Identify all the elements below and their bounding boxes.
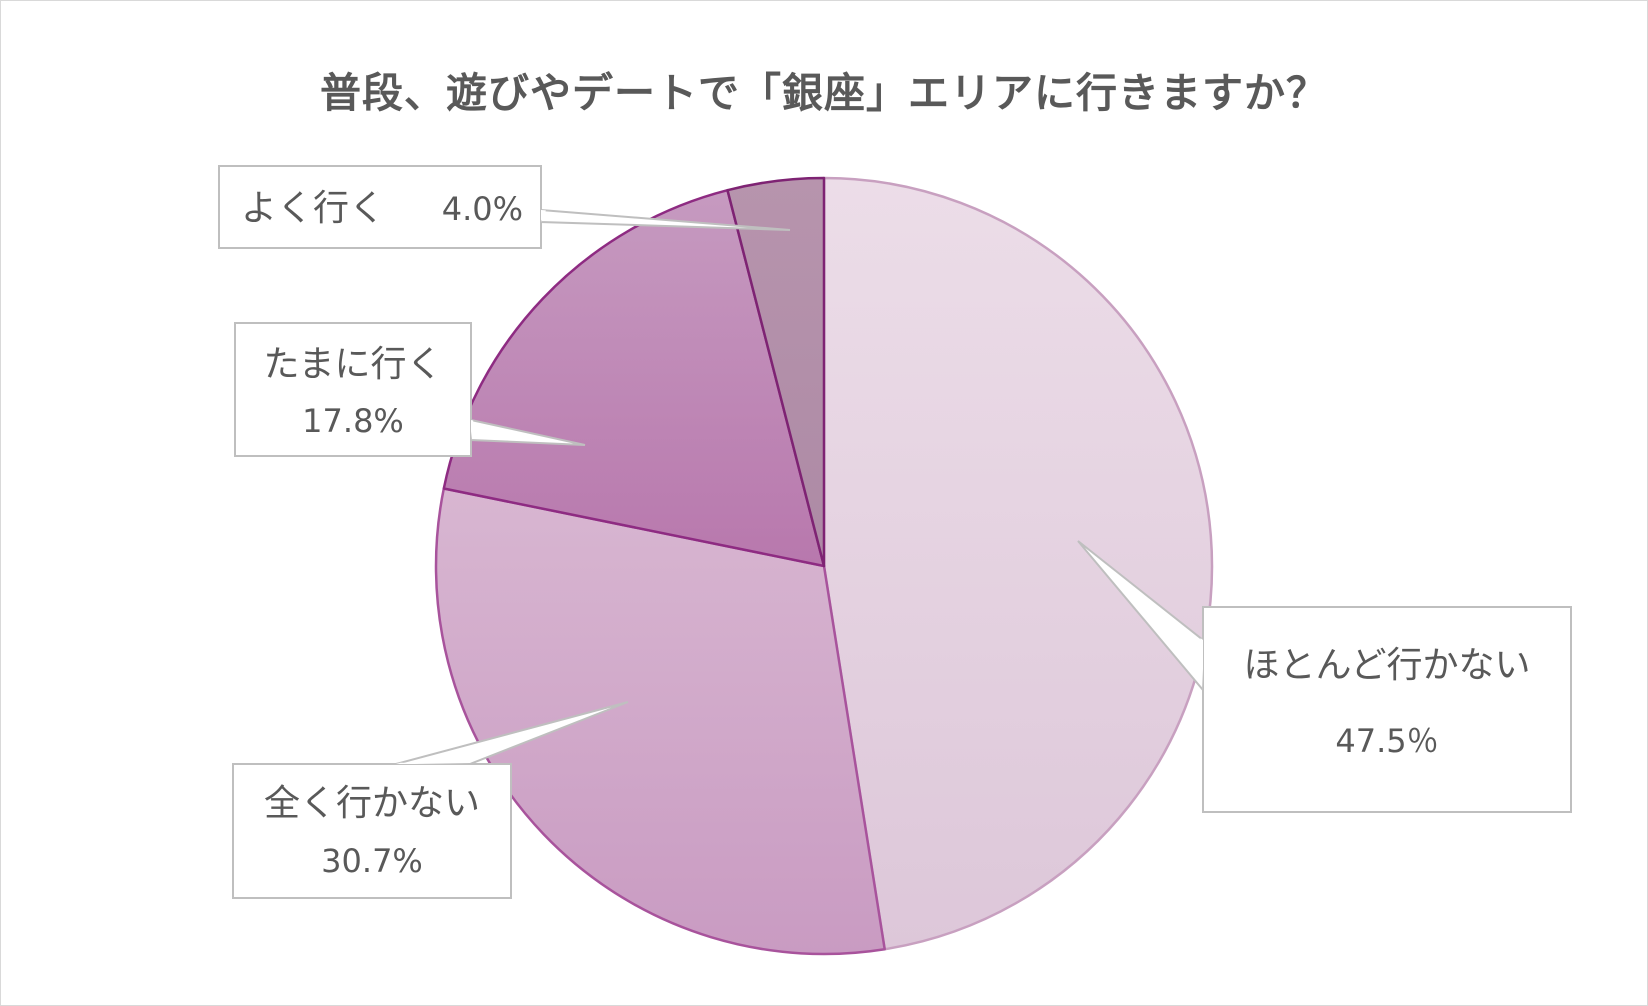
callout-box (234, 322, 472, 457)
callout-box (232, 763, 512, 899)
pie-slice-2 (434, 487, 886, 956)
callout-label-4: よく行く 4.0% (218, 165, 791, 249)
slice-value-label: 30.7% (321, 842, 423, 880)
slice-value-label: 47.5％ (1335, 722, 1438, 760)
callout-label-2: 全く行かない 30.7% (232, 701, 629, 899)
callout-label-1: ほとんど行かない 47.5％ (1077, 540, 1572, 813)
slice-value-label: 17.8% (302, 402, 404, 440)
callout-box (218, 165, 542, 249)
slice-label: ほとんど行かない (1244, 645, 1531, 686)
callout-label-3: たまに行く 17.8% (234, 322, 586, 457)
slice-label: 全く行かない (264, 783, 480, 824)
pie-slice-4 (726, 176, 826, 568)
chart-title: 普段、遊びやデートで「銀座」エリアに行きますか？ (320, 69, 1328, 117)
callout-box (1202, 606, 1572, 813)
pie-slice-1 (822, 176, 1214, 951)
slice-label: よく行く (241, 188, 385, 229)
slice-value-label: 4.0% (442, 190, 523, 228)
slice-label: たまに行く (264, 344, 443, 385)
